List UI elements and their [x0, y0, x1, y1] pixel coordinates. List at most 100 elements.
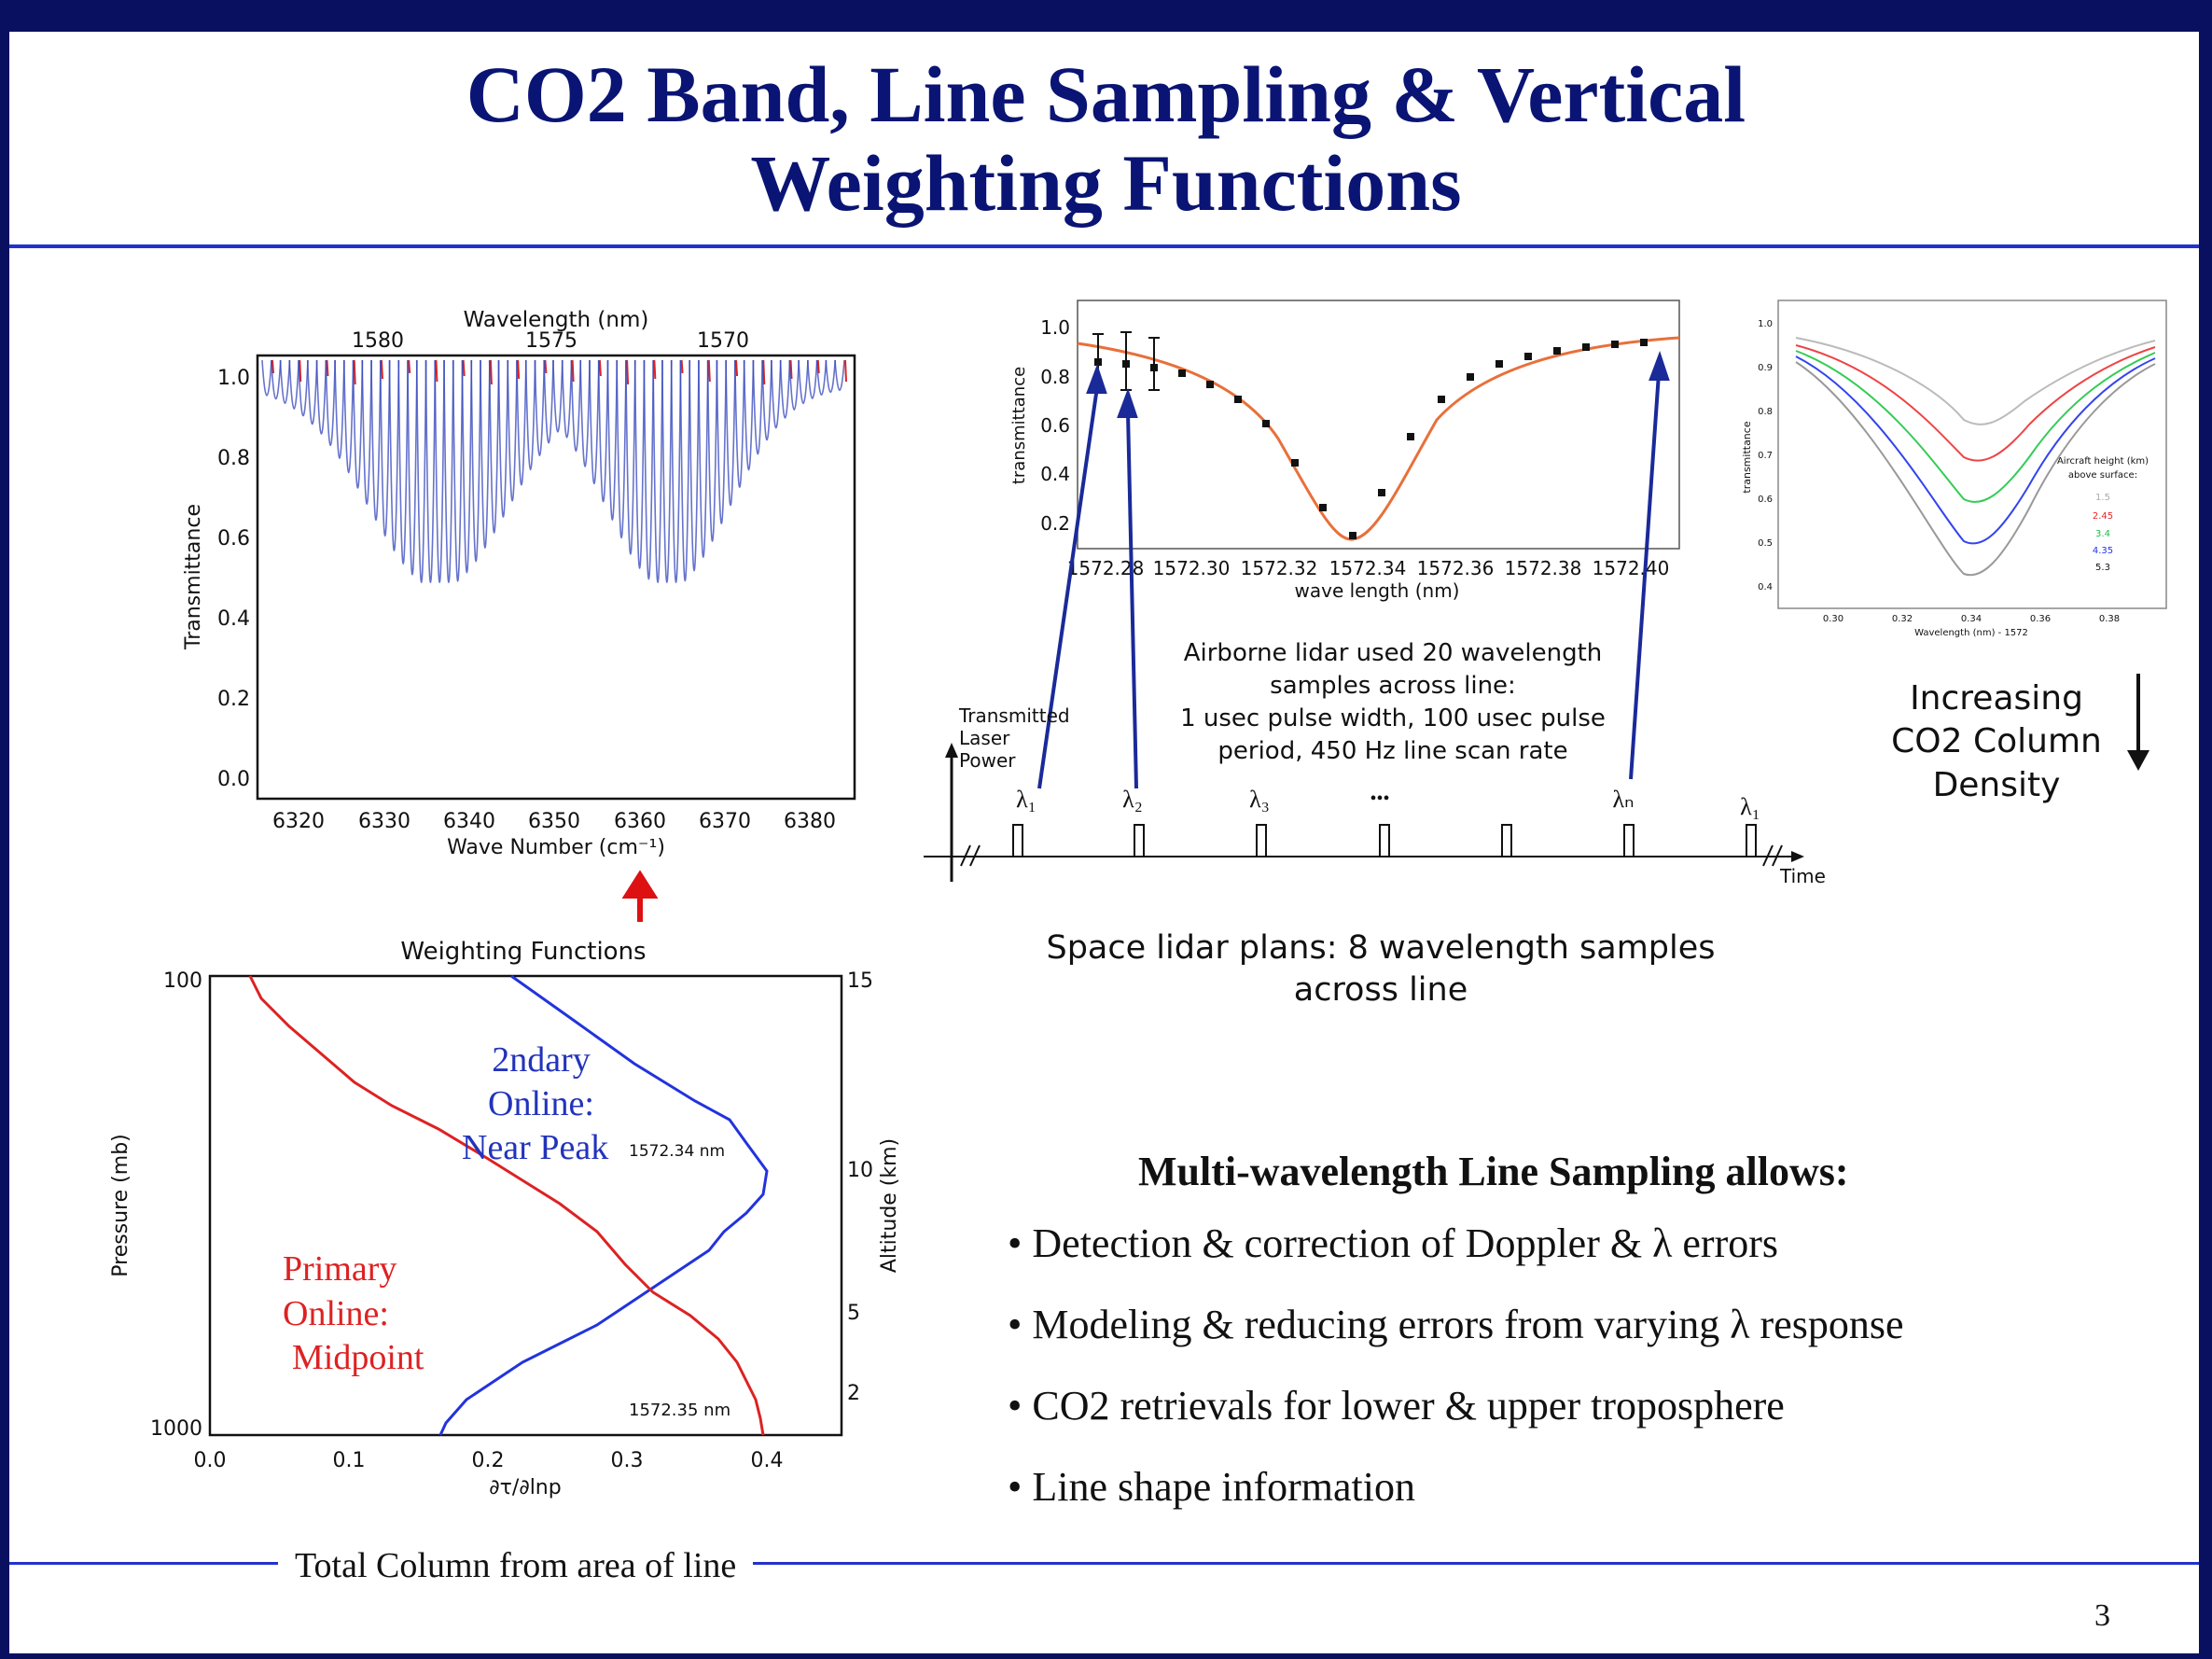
small-x-tick: 0.30	[1823, 614, 1843, 624]
small-curve-5-3	[1795, 361, 2156, 577]
weighting-y2-tick: 15	[847, 969, 873, 993]
absorption-line	[761, 359, 772, 441]
band-y-tick: 1.0	[217, 367, 250, 390]
weighting-y2-tick: 10	[847, 1159, 873, 1182]
increasing-line: Density	[1933, 766, 2061, 804]
absorption-line-secondary	[598, 359, 602, 377]
line-y-tick: 0.4	[1040, 463, 1070, 485]
weighting-x-tick: 0.1	[333, 1449, 366, 1472]
line-sample-points	[1092, 331, 1648, 539]
absorption-line	[661, 359, 673, 584]
sample-point	[1291, 459, 1299, 467]
band-x-tick: 6340	[443, 810, 495, 833]
absorption-line-secondary	[762, 359, 766, 385]
absorption-line-secondary	[816, 359, 820, 374]
small-x-tick: 0.38	[2099, 614, 2120, 624]
absorption-line-secondary	[271, 359, 274, 374]
band-y-tick: 0.8	[217, 447, 250, 470]
sample-point	[1438, 396, 1445, 403]
secondary-online-curve	[438, 974, 769, 1436]
absorption-line	[325, 359, 337, 447]
weighting-title: Weighting Functions	[400, 938, 646, 966]
absorption-line	[616, 359, 627, 538]
absorption-line	[716, 359, 728, 524]
pulse-y-label: Transmitted	[958, 704, 1070, 727]
absorption-line	[388, 359, 400, 552]
line-x-tick: 1572.38	[1505, 557, 1582, 579]
band-x-tick: 6380	[784, 810, 836, 833]
line-plot-frame	[1077, 300, 1680, 550]
weighting-x-tick: 0.3	[611, 1449, 644, 1472]
small-x-tick: 0.32	[1892, 614, 1913, 624]
absorption-line	[706, 359, 718, 542]
absorption-line	[689, 359, 700, 572]
wavelength-pointer-arrows	[1037, 351, 1670, 789]
small-y-axis-label: transmittance	[1741, 421, 1753, 493]
airborne-note-line: period, 450 Hz line scan rate	[1217, 737, 1567, 765]
weighting-x-tick: 0.4	[751, 1449, 784, 1472]
small-legend-item: 2.45	[2093, 511, 2113, 522]
absorption-line	[561, 359, 573, 439]
absorption-line	[698, 359, 709, 559]
absorption-line	[424, 359, 437, 584]
absorption-line	[534, 359, 546, 456]
slide-frame	[9, 32, 2199, 1653]
absorption-line	[625, 359, 636, 555]
sample-point	[1640, 339, 1648, 346]
absorption-line	[834, 359, 845, 392]
absorption-line	[415, 359, 427, 584]
absorption-line	[643, 359, 655, 580]
absorption-line	[480, 359, 491, 549]
absorption-line	[770, 359, 782, 429]
primary-label-line: Primary	[283, 1249, 396, 1289]
secondary-label-line: 2ndary	[492, 1040, 591, 1080]
primary-wavelength: 1572.35 nm	[629, 1401, 730, 1420]
absorption-line	[361, 359, 373, 505]
absorption-line	[815, 359, 828, 396]
slide-title-line1: CO2 Band, Line Sampling & Vertical	[466, 49, 1746, 139]
sample-point	[1467, 373, 1474, 381]
line-y-axis-label: transmittance	[1009, 367, 1029, 484]
bullet-item: • Line shape information	[1008, 1464, 1415, 1510]
absorption-line	[261, 359, 272, 397]
down-arrow-head-icon	[2127, 750, 2149, 771]
lambda-label: •••	[1370, 788, 1389, 809]
band-y-tick: 0.6	[217, 527, 250, 551]
weighting-plot-frame	[208, 974, 843, 1437]
small-legend-item: 1.5	[2095, 493, 2110, 503]
absorption-line	[288, 359, 300, 411]
bullet-item: • Modeling & reducing errors from varyin…	[1008, 1302, 1904, 1347]
primary-label-line: Midpoint	[292, 1338, 424, 1377]
weighting-y-axis-label: Pressure (mb)	[109, 1134, 132, 1277]
sample-point	[1524, 353, 1532, 360]
increasing-line: Increasing	[1910, 679, 2083, 718]
absorption-line	[670, 359, 682, 584]
sample-point	[1349, 532, 1356, 539]
absorption-line-secondary	[299, 359, 302, 383]
absorption-line	[452, 359, 464, 582]
pulse-y-arrow-icon	[945, 743, 958, 758]
sample-point	[1178, 369, 1186, 377]
small-y-tick: 0.7	[1758, 451, 1773, 461]
absorption-line-secondary	[626, 359, 630, 385]
absorption-line	[733, 359, 745, 488]
sample-point	[1611, 341, 1619, 348]
small-plot-frame	[1777, 300, 2167, 609]
axis-break-icon	[960, 844, 1783, 867]
line-y-tick: 0.6	[1040, 414, 1070, 437]
bullets-heading: Multi-wavelength Line Sampling allows:	[1138, 1149, 1849, 1194]
absorption-line-secondary	[707, 359, 711, 383]
absorption-line	[652, 359, 663, 584]
sample-point	[1553, 347, 1561, 355]
band-top-tick: 1580	[352, 329, 404, 353]
weighting-x-tick: 0.0	[194, 1449, 227, 1472]
weighting-y2-tick: 2	[847, 1382, 860, 1405]
absorption-line	[798, 359, 809, 405]
absorption-line	[516, 359, 527, 486]
lambda-label: λ₁	[1740, 793, 1760, 820]
absorption-line	[743, 359, 755, 471]
small-y-tick: 0.4	[1758, 582, 1773, 592]
lambda-label: λ₃	[1249, 786, 1270, 813]
